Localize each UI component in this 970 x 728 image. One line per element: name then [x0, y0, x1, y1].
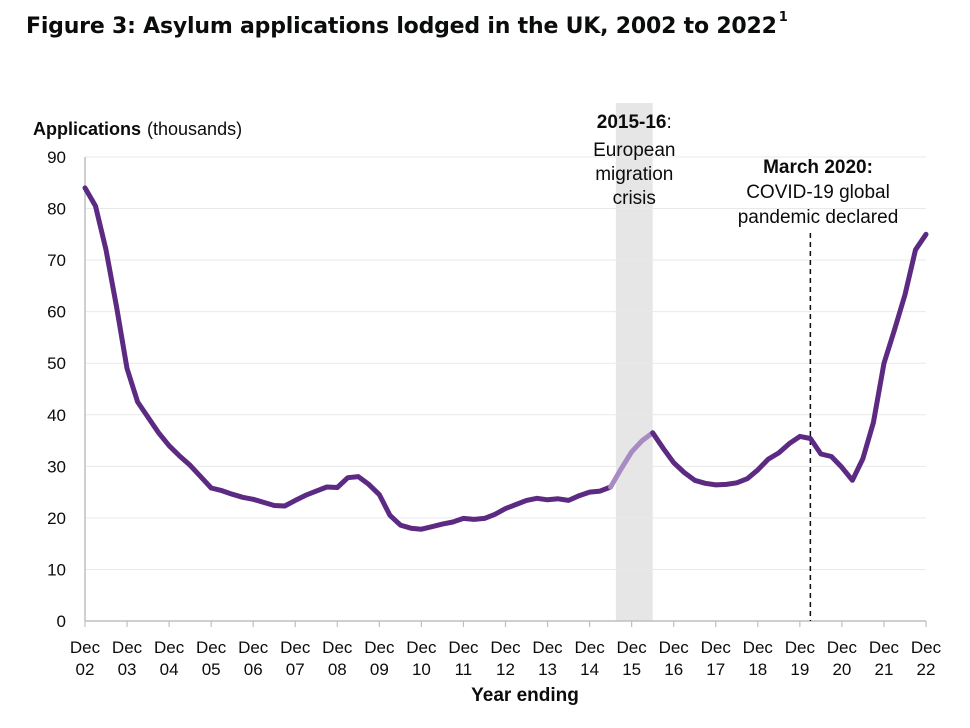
x-tick-label-year-17: 17 — [706, 660, 725, 679]
x-tick-label-year-06: 06 — [244, 660, 263, 679]
annotation-crisis-suffix: : — [667, 112, 672, 133]
x-tick-label-year-20: 20 — [832, 660, 851, 679]
chart-title-text: Figure 3: Asylum applications lodged in … — [26, 14, 777, 39]
y-tick-label-40: 40 — [47, 406, 66, 425]
y-tick-label-10: 10 — [47, 560, 66, 579]
x-tick-label-year-04: 04 — [160, 660, 179, 679]
x-tick-label-year-21: 21 — [874, 660, 893, 679]
x-tick-label-month-17: Dec — [701, 638, 732, 657]
shaded-period-2015-16 — [615, 103, 653, 621]
x-tick-label-year-19: 19 — [790, 660, 809, 679]
annotation-crisis-heading: 2015-16: — [597, 112, 672, 133]
x-tick-label-month-10: Dec — [406, 638, 437, 657]
x-tick-label-year-03: 03 — [118, 660, 137, 679]
annotation-crisis-line-3: crisis — [613, 188, 656, 209]
x-tick-label-month-03: Dec — [112, 638, 143, 657]
series-line-applications — [82, 185, 614, 532]
x-tick-label-year-10: 10 — [412, 660, 431, 679]
x-tick-label-year-07: 07 — [286, 660, 305, 679]
labels-layer: 0 10 20 30 40 50 60 70 80 90 Dec 02 Dec 03 Dec 04 Dec 05 D… — [33, 112, 942, 706]
annotation-covid-line-1: COVID-19 global — [746, 182, 890, 203]
x-tick-label-month-12: Dec — [490, 638, 521, 657]
x-tick-label-month-19: Dec — [785, 638, 816, 657]
x-tick-label-month-04: Dec — [154, 638, 185, 657]
x-tick-label-month-20: Dec — [827, 638, 858, 657]
x-tick-label-month-02: Dec — [70, 638, 101, 657]
x-tick-label-year-18: 18 — [748, 660, 767, 679]
y-tick-label-70: 70 — [47, 251, 66, 270]
x-tick-label-month-18: Dec — [743, 638, 774, 657]
y-tick-label-60: 60 — [47, 303, 66, 322]
gridlines — [85, 156, 926, 570]
y-axis-label-bold: Applications — [33, 119, 141, 139]
x-tick-label-year-11: 11 — [455, 660, 473, 679]
annotation-crisis-line-1: European — [593, 140, 675, 161]
y-tick-label-20: 20 — [47, 509, 66, 528]
y-axis-label-rest: (thousands) — [147, 119, 242, 139]
annotation-crisis-bold: 2015-16 — [597, 112, 667, 133]
annotation-crisis-line-2: migration — [595, 164, 673, 185]
x-tick-label-year-08: 08 — [328, 660, 347, 679]
x-tick-label-year-05: 05 — [202, 660, 221, 679]
axes — [84, 157, 927, 627]
x-tick-label-month-05: Dec — [196, 638, 227, 657]
x-tick-label-year-13: 13 — [538, 660, 557, 679]
annotation-covid-heading: March 2020: — [763, 157, 873, 178]
x-tick-label-month-11: Dec — [448, 638, 479, 657]
series-line-applications-highlight — [608, 430, 656, 490]
x-tick-label-year-12: 12 — [496, 660, 515, 679]
annotation-covid-line-2: pandemic declared — [738, 207, 899, 228]
x-tick-label-year-22: 22 — [917, 660, 936, 679]
x-tick-label-year-14: 14 — [580, 660, 599, 679]
y-tick-label-80: 80 — [47, 200, 66, 219]
y-tick-label-30: 30 — [47, 457, 66, 476]
series-layer — [82, 185, 929, 532]
y-tick-label-50: 50 — [47, 354, 66, 373]
x-tick-label-month-07: Dec — [280, 638, 311, 657]
x-tick-label-month-13: Dec — [532, 638, 563, 657]
x-tick-label-year-02: 02 — [76, 660, 95, 679]
y-tick-label-90: 90 — [47, 148, 66, 167]
shaded-period-layer — [615, 103, 653, 621]
title-footnote-marker: 1 — [778, 10, 788, 25]
x-axis-title: Year ending — [471, 685, 579, 706]
x-tick-label-month-22: Dec — [911, 638, 942, 657]
x-tick-label-year-15: 15 — [622, 660, 641, 679]
x-tick-label-month-06: Dec — [238, 638, 269, 657]
y-axis-label: Applications (thousands) — [33, 119, 242, 139]
x-tick-label-year-09: 09 — [370, 660, 389, 679]
x-tick-label-month-15: Dec — [617, 638, 648, 657]
x-tick-label-month-14: Dec — [574, 638, 605, 657]
x-tick-label-month-08: Dec — [322, 638, 353, 657]
x-tick-label-month-09: Dec — [364, 638, 395, 657]
chart-title: Figure 3: Asylum applications lodged in … — [26, 10, 788, 39]
y-tick-label-0: 0 — [57, 612, 66, 631]
x-tick-label-month-16: Dec — [659, 638, 690, 657]
x-tick-label-year-16: 16 — [664, 660, 683, 679]
series-line-applications-after — [650, 231, 929, 488]
x-tick-label-month-21: Dec — [869, 638, 900, 657]
